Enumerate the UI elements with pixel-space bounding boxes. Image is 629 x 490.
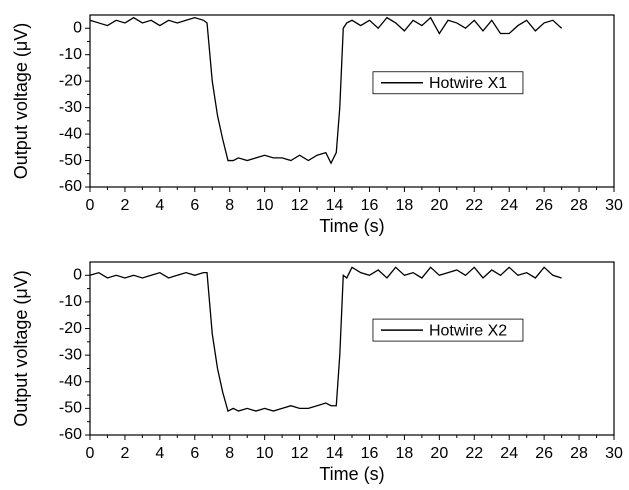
x-tick-label: 4: [155, 445, 164, 462]
x-tick-label: 18: [396, 445, 414, 462]
y-tick-label: 0: [73, 267, 82, 284]
legend-box: [372, 318, 524, 342]
y-tick-label: -60: [59, 426, 82, 443]
data-line: [89, 16, 563, 165]
x-tick-label: 12: [291, 445, 309, 462]
y-tick-label: 0: [73, 19, 82, 36]
x-tick-label: 14: [326, 445, 344, 462]
legend-box: [372, 71, 524, 95]
x-tick-label: 2: [120, 197, 129, 214]
x-tick-label: 10: [256, 197, 274, 214]
x-tick-label: 26: [535, 197, 553, 214]
y-tick-label: -40: [59, 125, 82, 142]
x-tick-label: 26: [535, 445, 553, 462]
x-tick-label: 20: [430, 197, 448, 214]
data-line: [89, 266, 562, 412]
x-tick-label: 10: [256, 445, 274, 462]
x-tick-label: 30: [605, 445, 623, 462]
y-axis-title: Output voltage (μV): [11, 23, 31, 179]
x-tick-label: 20: [430, 445, 448, 462]
y-tick-label: -60: [59, 178, 82, 195]
x-axis-title: Time (s): [319, 464, 384, 484]
x-tick-label: 16: [361, 197, 379, 214]
y-tick-label: -20: [59, 320, 82, 337]
x-tick-label: 18: [396, 197, 414, 214]
x-tick-label: 14: [326, 197, 344, 214]
x-tick-label: 8: [225, 197, 234, 214]
x-tick-label: 24: [500, 445, 518, 462]
plot-frame: [89, 14, 615, 188]
y-axis-title: Output voltage (μV): [11, 270, 31, 426]
subplot: 0 2 4 6 8 10 12 14 16 18 20 22 24 26 28 30-60-50-40-30-…: [11, 261, 623, 484]
y-tick-label: -50: [59, 400, 82, 417]
x-tick-label: 12: [291, 197, 309, 214]
x-tick-label: 6: [190, 197, 199, 214]
x-tick-label: 0: [86, 445, 95, 462]
x-axis-title: Time (s): [319, 216, 384, 236]
y-tick-label: -10: [59, 46, 82, 63]
subplot: 0 2 4 6 8 10 12 14 16 18 20 22 24 26 28 30-60-50-40-30-…: [11, 14, 623, 236]
x-tick-label: 24: [500, 197, 518, 214]
y-tick-label: -20: [59, 72, 82, 89]
x-tick-label: 22: [465, 445, 483, 462]
x-tick-label: 4: [155, 197, 164, 214]
x-tick-label: 30: [605, 197, 623, 214]
y-tick-label: -10: [59, 293, 82, 310]
x-tick-label: 8: [225, 445, 234, 462]
legend-label: Hotwire X2: [429, 322, 507, 339]
x-tick-label: 16: [361, 445, 379, 462]
x-tick-label: 28: [570, 197, 588, 214]
y-tick-label: -30: [59, 99, 82, 116]
y-tick-label: -30: [59, 346, 82, 363]
x-tick-label: 0: [86, 197, 95, 214]
x-tick-label: 6: [190, 445, 199, 462]
x-tick-label: 22: [465, 197, 483, 214]
y-tick-label: -40: [59, 373, 82, 390]
plot-frame: [89, 261, 615, 436]
x-tick-label: 28: [570, 445, 588, 462]
y-tick-label: -50: [59, 152, 82, 169]
x-tick-label: 2: [120, 445, 129, 462]
legend-label: Hotwire X1: [429, 75, 507, 92]
